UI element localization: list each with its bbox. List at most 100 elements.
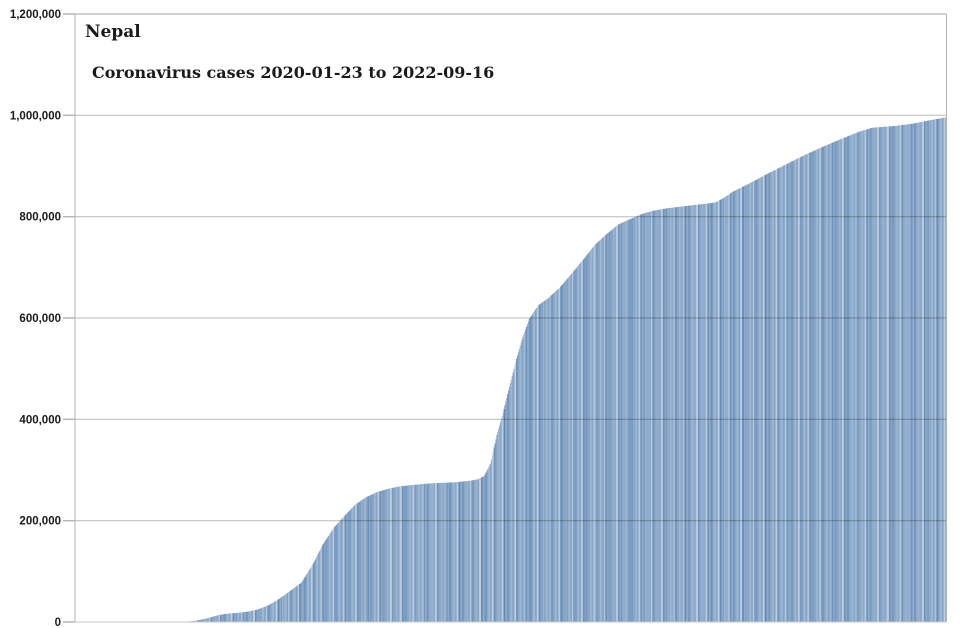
daily-cumulative-bar [345, 514, 347, 622]
daily-cumulative-bar [703, 203, 705, 623]
daily-cumulative-bar [285, 593, 287, 622]
daily-cumulative-bar [917, 122, 919, 622]
daily-cumulative-bar [526, 324, 528, 622]
daily-cumulative-bar [628, 219, 630, 622]
daily-cumulative-bar [551, 294, 553, 622]
daily-cumulative-bar [277, 599, 279, 622]
daily-cumulative-bar [557, 289, 559, 622]
daily-cumulative-bar [365, 497, 367, 622]
daily-cumulative-bar [573, 270, 575, 622]
daily-cumulative-bar [527, 321, 529, 622]
daily-cumulative-bar [385, 489, 387, 622]
daily-cumulative-bar [734, 190, 736, 622]
daily-cumulative-bar [283, 595, 285, 622]
daily-cumulative-bar [544, 300, 546, 622]
daily-cumulative-bar [548, 297, 550, 622]
daily-cumulative-bar [721, 198, 723, 622]
y-tick-label: 200,000 [19, 516, 61, 528]
daily-cumulative-bar [266, 605, 268, 622]
daily-cumulative-bar [328, 534, 330, 622]
daily-cumulative-bar [718, 200, 720, 622]
daily-cumulative-bar [343, 516, 345, 622]
daily-cumulative-bar [532, 313, 534, 622]
daily-cumulative-bar [862, 130, 864, 622]
daily-cumulative-bar [563, 282, 565, 622]
daily-cumulative-bar [635, 216, 637, 622]
daily-cumulative-bar [538, 304, 540, 622]
daily-cumulative-bar [795, 159, 797, 622]
daily-cumulative-bar [854, 133, 856, 623]
daily-cumulative-bar [586, 255, 588, 623]
daily-cumulative-bar [598, 241, 599, 622]
daily-cumulative-bar [481, 476, 483, 622]
daily-cumulative-bar [564, 281, 566, 622]
daily-cumulative-bar [567, 278, 569, 622]
daily-cumulative-bar [902, 124, 904, 622]
daily-cumulative-bar [847, 136, 849, 622]
daily-cumulative-bar [257, 609, 259, 622]
daily-cumulative-bar [533, 312, 535, 622]
daily-cumulative-bar [530, 316, 532, 622]
daily-cumulative-bar [360, 500, 362, 622]
daily-cumulative-bar [836, 140, 838, 622]
daily-cumulative-bar [256, 609, 258, 622]
daily-cumulative-bar [409, 485, 411, 622]
daily-cumulative-bar [212, 616, 214, 622]
daily-cumulative-bar [709, 203, 711, 622]
daily-cumulative-bar [910, 123, 912, 623]
daily-cumulative-bar [310, 566, 312, 622]
daily-cumulative-bar [324, 541, 326, 622]
daily-cumulative-bar [785, 164, 787, 622]
daily-cumulative-bar [872, 127, 874, 623]
daily-cumulative-bar [228, 613, 230, 622]
daily-cumulative-bar [452, 482, 454, 622]
daily-cumulative-bar [395, 487, 397, 622]
daily-cumulative-bar [727, 194, 729, 622]
y-tick-labels: 0 200,000 400,000 600,000 800,000 1,000,000 1,… [10, 9, 75, 628]
daily-cumulative-bar [930, 120, 932, 622]
daily-cumulative-bar [665, 208, 667, 623]
daily-cumulative-bar [714, 202, 716, 622]
daily-cumulative-bar [623, 222, 625, 622]
daily-cumulative-bar [654, 210, 656, 622]
daily-cumulative-bar [207, 618, 209, 622]
daily-cumulative-bar [459, 481, 461, 622]
daily-cumulative-bar [943, 117, 945, 623]
daily-cumulative-bar [492, 451, 494, 622]
daily-cumulative-bar [432, 483, 434, 622]
daily-cumulative-bar [733, 191, 735, 622]
daily-cumulative-bar [689, 205, 690, 622]
daily-cumulative-bar [542, 302, 544, 622]
daily-cumulative-bar [766, 174, 768, 623]
daily-cumulative-bar [384, 489, 386, 622]
daily-cumulative-bar [401, 486, 403, 622]
daily-cumulative-bar [803, 155, 805, 622]
daily-cumulative-bar [589, 251, 590, 622]
daily-cumulative-bar [690, 205, 692, 622]
daily-cumulative-bar [841, 138, 843, 622]
daily-cumulative-bar [526, 326, 527, 622]
daily-cumulative-bar [473, 479, 475, 622]
daily-cumulative-bar [540, 303, 542, 622]
daily-cumulative-bar [206, 618, 208, 622]
daily-cumulative-bar [641, 214, 643, 622]
daily-cumulative-bar [335, 525, 337, 622]
daily-cumulative-bar [647, 212, 649, 623]
daily-cumulative-bar [309, 569, 310, 622]
daily-cumulative-bar [929, 120, 931, 623]
daily-cumulative-bar [301, 581, 303, 622]
daily-cumulative-bar [825, 145, 827, 622]
daily-cumulative-bar [745, 185, 747, 622]
daily-cumulative-bar [426, 483, 428, 622]
daily-cumulative-bar [887, 126, 888, 622]
daily-cumulative-bar [728, 194, 730, 622]
daily-cumulative-bar [813, 150, 815, 622]
daily-cumulative-bar [875, 127, 877, 622]
daily-cumulative-bar [470, 480, 472, 622]
daily-cumulative-bar [711, 202, 713, 622]
daily-cumulative-bar [390, 488, 392, 622]
daily-cumulative-bar [453, 482, 455, 622]
daily-cumulative-bar [271, 603, 273, 622]
daily-cumulative-bar [433, 483, 435, 622]
daily-cumulative-bar [597, 242, 599, 622]
